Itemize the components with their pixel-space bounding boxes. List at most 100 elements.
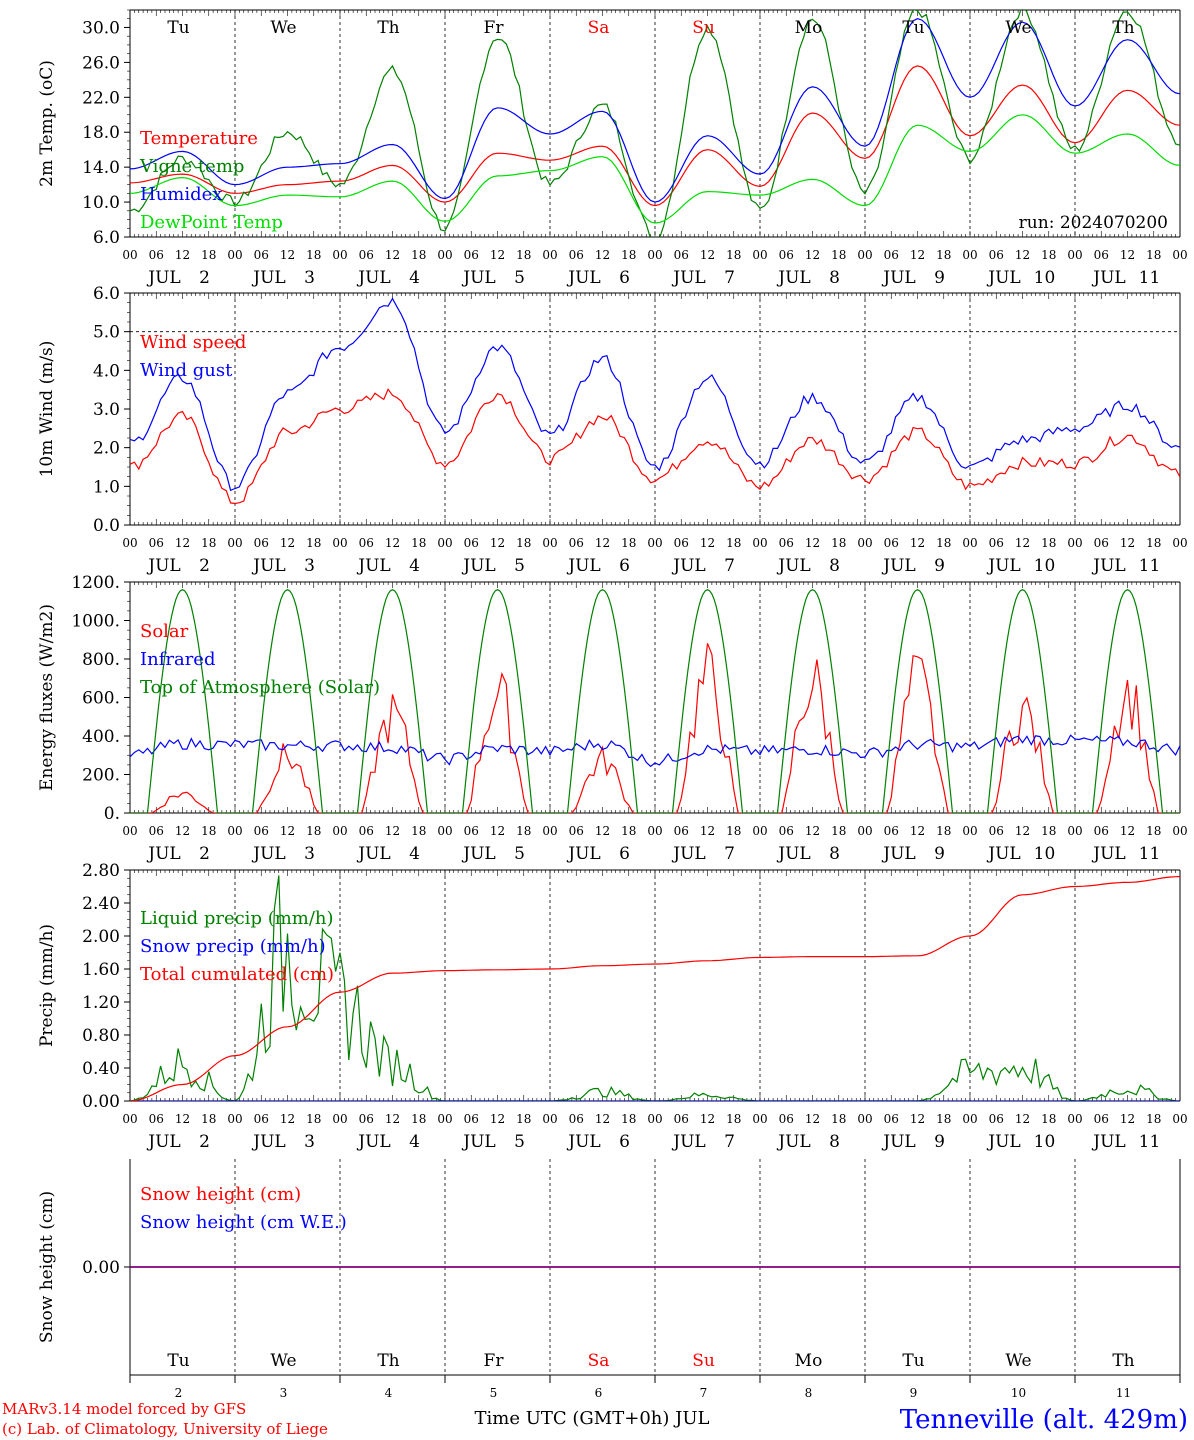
- hour-tick-label: 06: [674, 536, 689, 550]
- month-label: JUL: [251, 1132, 285, 1152]
- hour-tick-label: 00: [227, 824, 242, 838]
- y-tick-label: 0.80: [82, 1026, 120, 1046]
- month-label: JUL: [671, 1132, 705, 1152]
- hour-tick-label: 00: [647, 1112, 662, 1126]
- hour-tick-label: 00: [857, 248, 872, 262]
- date-label: 2: [199, 268, 210, 288]
- y-tick-label: 3.0: [93, 400, 120, 420]
- y-tick-label: 6.0: [93, 228, 120, 248]
- day-name-label: Su: [692, 18, 715, 38]
- date-label: 4: [409, 844, 420, 864]
- day-name-label: Sa: [588, 1351, 610, 1371]
- hour-tick-label: 06: [884, 536, 899, 550]
- month-label: JUL: [1091, 844, 1125, 864]
- hour-tick-row-3: 00 06 12 18 00 06 12 18 00 06 12 18 00 06 12 18 00 06 12 18…: [122, 824, 1187, 838]
- day-name-label: Tu: [902, 1351, 924, 1371]
- hour-tick-label: 06: [779, 824, 794, 838]
- y-tick-label: 0.00: [82, 1092, 120, 1112]
- hour-tick-label: 06: [569, 536, 584, 550]
- hour-tick-label: 00: [332, 1112, 347, 1126]
- hour-tick-label: 18: [1146, 1112, 1161, 1126]
- hour-tick-label: 06: [884, 824, 899, 838]
- hour-tick-label: 06: [569, 1112, 584, 1126]
- hour-tick-label: 00: [647, 248, 662, 262]
- legend-entry: Wind speed: [140, 332, 246, 353]
- hour-tick-label: 18: [726, 536, 741, 550]
- hour-tick-label: 06: [149, 1112, 164, 1126]
- series-group: [130, 297, 1180, 505]
- hour-tick-label: 12: [700, 1112, 715, 1126]
- y-tick-label: 0.00: [82, 1258, 120, 1278]
- hour-tick-label: 18: [1041, 536, 1056, 550]
- hour-tick-label: 00: [227, 248, 242, 262]
- hour-tick-label: 00: [1067, 824, 1082, 838]
- hour-tick-label: 18: [1041, 1112, 1056, 1126]
- hour-tick-label: 12: [1120, 536, 1135, 550]
- bottom-date-number: 5: [490, 1386, 498, 1400]
- month-label: JUL: [671, 268, 705, 288]
- hour-tick-label: 18: [936, 536, 951, 550]
- date-label: 3: [304, 1132, 315, 1152]
- hour-tick-label: 06: [569, 248, 584, 262]
- hour-tick-label: 12: [280, 536, 295, 550]
- date-label: 3: [304, 268, 315, 288]
- date-label-row-2: JUL 2 JUL 3 JUL 4 JUL 5 JUL 6 JUL 7 JUL 8 JUL 9 JUL 10 JUL…: [146, 556, 1160, 576]
- hour-tick-label: 12: [910, 248, 925, 262]
- hour-tick-label: 06: [989, 248, 1004, 262]
- lab-credit: (c) Lab. of Climatology, University of L…: [2, 1420, 328, 1438]
- hour-tick-label: 12: [490, 248, 505, 262]
- panel-5: 0.00 Snow height (cm) Snow height (cm) Snow…: [37, 1159, 1181, 1383]
- date-label: 8: [829, 556, 840, 576]
- date-label: 10: [1034, 844, 1056, 864]
- month-label: JUL: [1091, 268, 1125, 288]
- series-line-1: [130, 10, 1180, 237]
- hour-tick-label: 12: [595, 824, 610, 838]
- day-name-label: Th: [377, 18, 399, 38]
- legend-entry: Vigne temp: [139, 156, 244, 177]
- date-label: 5: [514, 1132, 525, 1152]
- hour-tick-label: 12: [700, 824, 715, 838]
- day-name-label: Mo: [795, 18, 823, 38]
- date-label: 5: [514, 844, 525, 864]
- hour-tick-label: 06: [464, 1112, 479, 1126]
- hour-tick-label: 12: [175, 248, 190, 262]
- bottom-date-number: 10: [1011, 1386, 1026, 1400]
- legend-entry: Infrared: [140, 649, 215, 670]
- hour-tick-label: 12: [910, 824, 925, 838]
- series-line-3: [130, 114, 1180, 224]
- y-tick-label: 1200.: [71, 573, 120, 593]
- hour-tick-label: 06: [254, 1112, 269, 1126]
- hour-tick-label: 06: [464, 824, 479, 838]
- date-label: 7: [724, 268, 735, 288]
- hour-tick-label: 12: [490, 1112, 505, 1126]
- hour-tick-label: 00: [962, 1112, 977, 1126]
- hour-tick-label: 12: [490, 824, 505, 838]
- series-line-1: [130, 734, 1180, 768]
- hour-tick-label: 06: [1094, 536, 1109, 550]
- hour-tick-label: 18: [201, 536, 216, 550]
- hour-tick-label: 12: [1120, 248, 1135, 262]
- date-label-row-3: JUL 2 JUL 3 JUL 4 JUL 5 JUL 6 JUL 7 JUL 8 JUL 9 JUL 10 JUL…: [146, 844, 1160, 864]
- date-label: 8: [829, 268, 840, 288]
- month-label: JUL: [566, 844, 600, 864]
- hour-tick-label: 06: [569, 824, 584, 838]
- month-label: JUL: [986, 844, 1020, 864]
- hour-tick-label: 18: [831, 536, 846, 550]
- y-tick-label: 200.: [82, 766, 120, 786]
- run-annotation: run: 2024070200: [1019, 213, 1168, 233]
- bottom-date-number: 11: [1116, 1386, 1131, 1400]
- bottom-date-number: 2: [175, 1386, 183, 1400]
- hour-tick-label: 12: [910, 1112, 925, 1126]
- date-label-row-4: JUL 2 JUL 3 JUL 4 JUL 5 JUL 6 JUL 7 JUL 8 JUL 9 JUL 10 JUL…: [146, 1132, 1160, 1152]
- hour-tick-label: 12: [280, 1112, 295, 1126]
- hour-tick-label: 06: [149, 248, 164, 262]
- date-label: 2: [199, 844, 210, 864]
- y-tick-label: 0.: [104, 804, 120, 824]
- month-label: JUL: [1091, 1132, 1125, 1152]
- legend-entry: Snow height (cm W.E.): [140, 1212, 347, 1233]
- hour-tick-label: 18: [831, 248, 846, 262]
- series-group: [130, 589, 1180, 813]
- hour-tick-label: 18: [936, 248, 951, 262]
- month-label: JUL: [881, 556, 915, 576]
- hour-tick-label: 06: [1094, 248, 1109, 262]
